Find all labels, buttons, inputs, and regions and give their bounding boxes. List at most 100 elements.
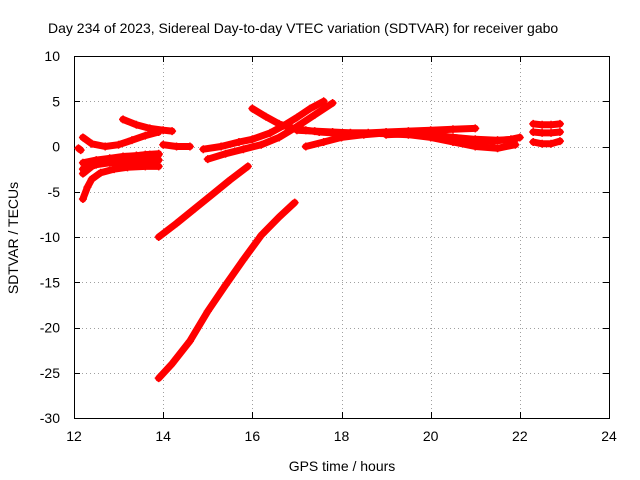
data-point [123,163,132,172]
data-point [132,151,141,160]
x-tick-labels: 12 14 16 18 20 22 24 [66,428,617,444]
data-point [185,142,194,151]
data-point [87,175,96,184]
data-point [203,307,212,316]
data-point [426,130,435,139]
data-point [221,149,230,158]
data-point [515,133,524,142]
data-point [471,124,480,133]
data-point [96,168,105,177]
series-line [155,162,252,241]
x-tick-label: 18 [334,428,350,444]
series-s7 [119,115,177,136]
data-point [290,198,299,207]
data-point [493,144,502,153]
data-point [110,165,119,174]
series-s19 [154,198,299,383]
x-tick-label: 24 [601,428,617,444]
data-point [76,146,85,155]
series-line [529,128,564,137]
data-point [168,127,177,136]
data-point [511,140,520,149]
y-tick-label: 10 [44,48,60,64]
y-tick-label: -20 [40,320,60,336]
data-point [105,154,114,163]
data-point [172,142,181,151]
data-series [74,97,564,383]
x-axis-label: GPS time / hours [289,458,396,474]
data-point [471,136,480,145]
data-point [275,133,284,142]
data-point [154,162,163,171]
data-point [87,139,96,148]
data-point [448,125,457,134]
data-point [145,150,154,159]
data-point [132,120,141,129]
data-point [78,133,87,142]
grid [74,56,609,418]
data-point [114,140,123,149]
data-point [154,150,163,159]
data-point [555,119,564,128]
data-point [328,99,337,108]
data-point [261,112,270,121]
series-line [119,115,176,135]
data-point [243,162,252,171]
y-tick-label: 5 [52,93,60,109]
series-s17 [529,137,564,148]
data-point [310,127,319,136]
series-s6 [78,128,163,151]
data-point [301,142,310,151]
data-point [489,137,498,146]
data-point [306,104,315,113]
data-point [248,104,257,113]
y-tick-label: 0 [52,139,60,155]
series-s8 [159,140,194,151]
series-line [155,199,299,382]
data-point [448,133,457,142]
data-point [346,128,355,137]
data-point [78,194,87,203]
x-tick-label: 16 [245,428,261,444]
x-tick-label: 14 [155,428,171,444]
data-point [168,359,177,368]
series-line [529,120,564,129]
data-point [190,204,199,213]
data-point [538,139,547,148]
data-point [529,128,538,137]
y-tick-label: -15 [40,274,60,290]
series-line [204,99,337,163]
data-point [221,280,230,289]
data-point [83,183,92,192]
series-s15 [529,119,564,129]
data-point [248,135,257,144]
axis-ticks [74,56,610,419]
series-s18 [154,162,252,241]
data-point [239,145,248,154]
data-point [506,135,515,144]
data-point [226,175,235,184]
data-point [328,128,337,137]
data-point [199,145,208,154]
data-point [292,113,301,122]
series-s14 [382,129,524,146]
data-point [364,128,373,137]
x-tick-label: 20 [423,428,439,444]
x-tick-label: 12 [66,428,82,444]
data-point [208,190,217,199]
y-tick-label: -25 [40,365,60,381]
data-point [185,337,194,346]
data-point [101,142,110,151]
data-point [538,120,547,129]
data-point [145,124,154,133]
data-point [547,128,556,137]
data-point [529,119,538,128]
data-point [319,137,328,146]
data-point [141,162,150,171]
data-point [275,119,284,128]
chart-title: Day 234 of 2023, Sidereal Day-to-day VTE… [48,20,558,36]
data-point [404,129,413,138]
data-point [159,140,168,149]
data-point [257,231,266,240]
